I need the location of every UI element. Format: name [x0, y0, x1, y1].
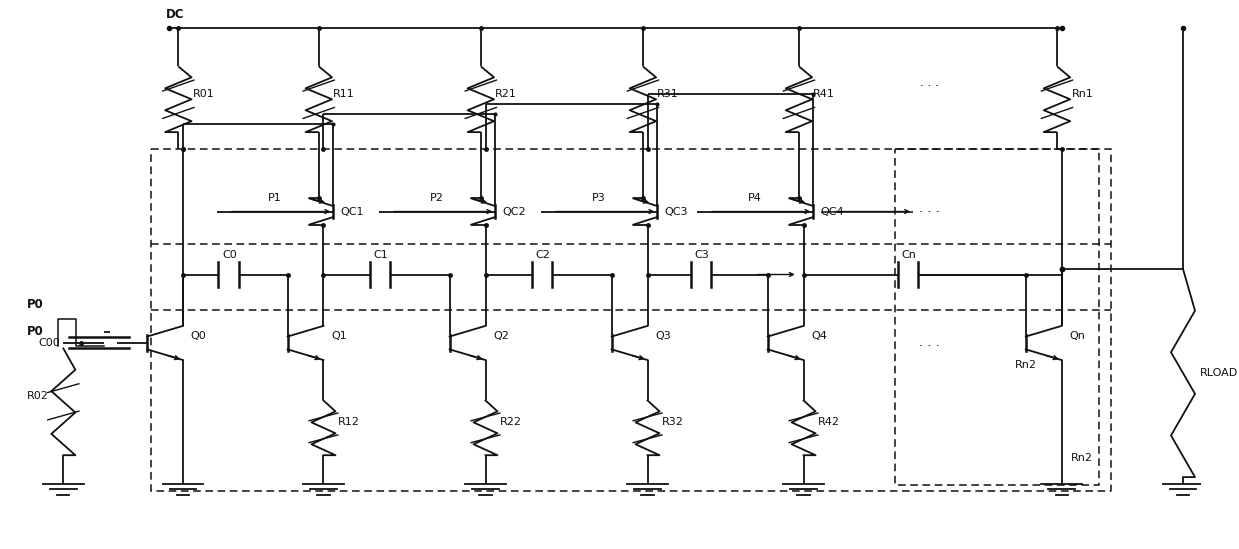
Text: Rn2: Rn2 — [1072, 453, 1093, 463]
Text: P0: P0 — [27, 326, 43, 339]
Text: R41: R41 — [813, 89, 835, 99]
Text: RLOAD: RLOAD — [1199, 368, 1238, 378]
Text: Q0: Q0 — [191, 331, 207, 341]
Text: QC4: QC4 — [820, 206, 844, 216]
Text: R22: R22 — [499, 417, 522, 427]
Text: C2: C2 — [535, 250, 550, 260]
Text: R21: R21 — [496, 89, 517, 99]
Text: Q4: Q4 — [812, 331, 828, 341]
Text: Q1: Q1 — [331, 331, 347, 341]
Text: R11: R11 — [333, 89, 354, 99]
Text: QC2: QC2 — [503, 206, 527, 216]
Text: R01: R01 — [193, 89, 214, 99]
Text: R32: R32 — [662, 417, 684, 427]
Text: R42: R42 — [818, 417, 840, 427]
Text: . . .: . . . — [919, 202, 940, 215]
Text: R12: R12 — [338, 417, 359, 427]
Text: . . .: . . . — [919, 337, 940, 350]
Text: Q3: Q3 — [655, 331, 672, 341]
Text: P0: P0 — [27, 298, 43, 311]
Text: P4: P4 — [748, 193, 762, 203]
Text: Rn1: Rn1 — [1072, 89, 1093, 99]
Text: R31: R31 — [657, 89, 679, 99]
Text: P1: P1 — [268, 193, 281, 203]
Text: P3: P3 — [592, 193, 606, 203]
Text: Q2: Q2 — [493, 331, 509, 341]
Text: Cn: Cn — [901, 250, 916, 260]
Text: . . .: . . . — [921, 76, 939, 89]
Text: C3: C3 — [694, 250, 709, 260]
Text: P2: P2 — [430, 193, 444, 203]
Text: QC3: QC3 — [664, 206, 688, 216]
Text: R02: R02 — [27, 391, 50, 401]
Text: QC1: QC1 — [341, 206, 364, 216]
Text: C1: C1 — [373, 250, 388, 260]
Text: C0: C0 — [222, 250, 237, 260]
Text: DC: DC — [166, 8, 185, 21]
Text: C00: C00 — [38, 338, 59, 348]
Text: Qn: Qn — [1069, 331, 1085, 341]
Text: Rn2: Rn2 — [1015, 360, 1037, 370]
